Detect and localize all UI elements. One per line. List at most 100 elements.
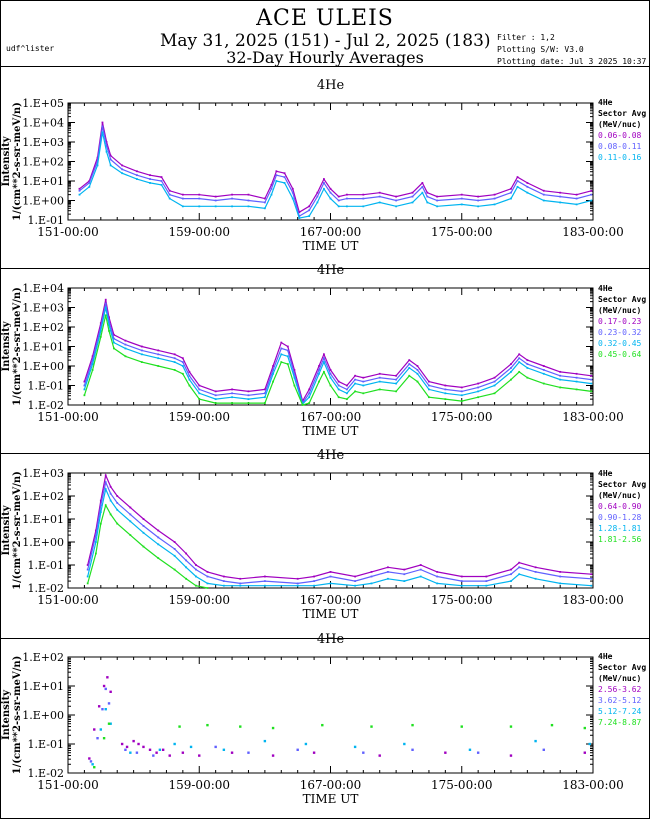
- data-point: [416, 380, 419, 383]
- data-point: [444, 388, 447, 391]
- data-point: [160, 184, 163, 186]
- x-tick-label: 167-00:00: [300, 593, 362, 607]
- data-point: [354, 374, 357, 377]
- data-point: [308, 388, 311, 391]
- data-point: [460, 193, 463, 196]
- data-point: [575, 197, 578, 200]
- data-point: [387, 566, 389, 569]
- data-point: [426, 201, 429, 204]
- data-point: [298, 215, 301, 217]
- chart-panel-2: 4He1.E-021.E-011.E+001.E+011.E+021.E+031…: [1, 263, 646, 438]
- data-point: [583, 726, 586, 730]
- data-point: [113, 341, 115, 344]
- data-point: [476, 751, 480, 754]
- data-point: [181, 365, 184, 367]
- data-point: [109, 513, 112, 516]
- data-point: [125, 745, 129, 749]
- data-point: [88, 180, 91, 182]
- data-point: [113, 333, 115, 336]
- data-point: [526, 376, 529, 379]
- x-axis-label: TIME UT: [303, 607, 359, 621]
- data-point: [222, 580, 225, 582]
- data-point: [270, 184, 273, 186]
- data-point: [559, 571, 562, 573]
- data-point: [104, 298, 107, 301]
- data-point: [362, 205, 365, 208]
- data-point: [94, 541, 97, 543]
- y-tick-label: 1.E+01: [22, 341, 64, 354]
- data-point: [83, 380, 86, 383]
- data-point: [493, 384, 496, 387]
- data-point: [124, 343, 127, 346]
- data-point: [280, 353, 283, 356]
- data-point: [542, 189, 545, 192]
- data-point: [140, 353, 143, 356]
- y-tick-label: 1.E+04: [22, 117, 64, 130]
- data-point: [91, 369, 94, 371]
- panel-title: 4He: [317, 78, 345, 93]
- data-point: [109, 164, 112, 167]
- data-point: [460, 580, 463, 582]
- data-point: [198, 205, 201, 208]
- data-point: [403, 573, 406, 576]
- data-point: [263, 207, 266, 210]
- data-point: [140, 349, 143, 352]
- y-tick-label: 1.E-01: [28, 380, 64, 393]
- data-point: [583, 751, 586, 754]
- data-point: [337, 384, 340, 387]
- plotting-date-label: Plotting date: Jul 3 2025 10:37: [497, 57, 647, 66]
- chart-panel-4: 4He 1.E-02 1.E-01 1.E+00 1.E+01 1.E+02 151-00:…: [1, 632, 646, 806]
- data-point: [559, 191, 562, 194]
- data-point: [157, 353, 160, 356]
- data-point: [559, 201, 562, 204]
- legend-entry: 0.90-1.28: [598, 513, 642, 522]
- data-point: [575, 376, 578, 379]
- data-point: [510, 367, 512, 369]
- series-0.06-0.08: [78, 121, 593, 214]
- x-axis-label: TIME UT: [303, 792, 359, 806]
- legend-title-line: (MeV/nuc): [598, 491, 641, 500]
- y-tick-label: 1.E-02: [28, 399, 64, 412]
- data-point: [275, 174, 278, 177]
- data-point: [362, 392, 365, 395]
- data-point: [206, 575, 209, 578]
- data-point: [93, 728, 96, 731]
- series-0.11-0.16: [78, 131, 593, 219]
- data-point: [323, 353, 325, 356]
- data-point: [291, 197, 294, 200]
- legend-entry: 7.24-8.87: [598, 718, 642, 727]
- data-point: [308, 392, 311, 395]
- legend-entry: 0.32-0.45: [598, 339, 642, 348]
- data-point: [421, 191, 424, 194]
- x-tick-label: 175-00:00: [431, 225, 493, 239]
- data-point: [395, 374, 398, 377]
- data-point: [247, 394, 250, 397]
- data-point: [293, 369, 296, 371]
- data-point: [116, 522, 119, 525]
- data-point: [395, 378, 398, 381]
- y-axis-label-line2: 1/(cm**2-s-sr-meV/n): [12, 102, 23, 221]
- data-point: [542, 748, 545, 751]
- data-point: [88, 182, 91, 184]
- data-point: [157, 529, 160, 532]
- data-point: [542, 193, 545, 196]
- data-point: [263, 580, 266, 582]
- x-tick-label: 151-00:00: [37, 225, 99, 239]
- data-point: [148, 748, 152, 751]
- data-point: [510, 370, 512, 373]
- data-point: [395, 199, 398, 202]
- data-point: [518, 370, 521, 373]
- data-point: [96, 164, 99, 167]
- data-point: [124, 339, 127, 342]
- data-point: [542, 365, 545, 367]
- data-point: [323, 182, 325, 184]
- data-point: [416, 369, 419, 371]
- data-point: [89, 760, 93, 763]
- data-point: [291, 191, 294, 194]
- data-point: [316, 191, 319, 194]
- data-point: [109, 492, 112, 495]
- series-2.56-3.62: [88, 676, 586, 760]
- data-point: [181, 372, 184, 375]
- data-point: [263, 396, 266, 399]
- data-point: [185, 552, 188, 555]
